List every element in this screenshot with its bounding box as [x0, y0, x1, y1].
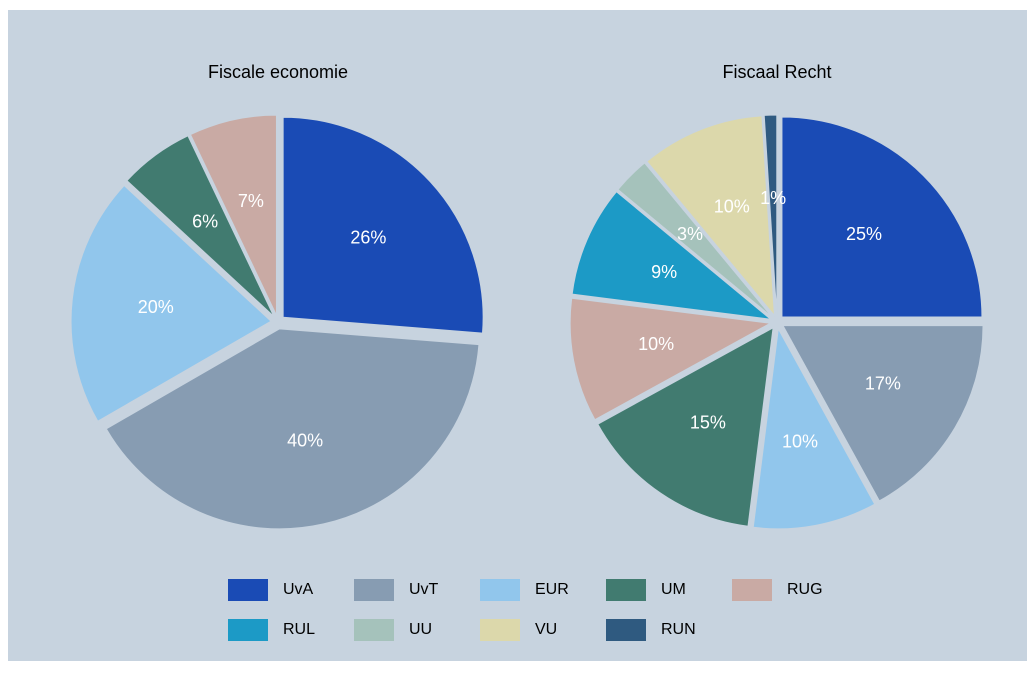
pie-slice	[189, 114, 277, 316]
legend-label: VU	[535, 621, 557, 638]
legend-swatch	[732, 579, 772, 601]
pie-slice	[105, 328, 480, 530]
pie-slice	[571, 191, 773, 320]
pie-slice	[126, 135, 275, 317]
pie-slice	[781, 116, 983, 318]
data-label: 26%	[350, 227, 386, 247]
legend-label: UvT	[409, 581, 439, 598]
legend-swatch	[228, 619, 268, 641]
legend-label: EUR	[535, 581, 569, 598]
legend-swatch	[228, 579, 268, 601]
legend-swatch	[606, 579, 646, 601]
pie-slice	[569, 297, 772, 421]
data-label: 10%	[714, 196, 750, 216]
legend-swatch	[354, 619, 394, 641]
data-label: 25%	[846, 224, 882, 244]
data-label: 20%	[138, 297, 174, 317]
legend-label: RUG	[787, 581, 823, 598]
data-label: 40%	[287, 431, 323, 451]
chart-title: Fiscale economie	[208, 62, 348, 82]
legend-label: UU	[409, 621, 432, 638]
legend-swatch	[480, 619, 520, 641]
data-label: 6%	[192, 212, 218, 232]
pie-slice	[752, 327, 876, 530]
data-label: 1%	[760, 188, 786, 208]
legend-swatch	[480, 579, 520, 601]
data-label: 9%	[651, 262, 677, 282]
pie-slice	[763, 114, 778, 316]
data-label: 3%	[677, 224, 703, 244]
legend-label: UM	[661, 581, 686, 598]
data-label: 17%	[865, 373, 901, 393]
data-label: 10%	[638, 334, 674, 354]
pie-slice	[597, 326, 774, 527]
legend-label: UvA	[283, 581, 314, 598]
pie-slice	[282, 116, 484, 334]
pie-slice	[782, 325, 984, 502]
legend-label: RUN	[661, 621, 696, 638]
pie-slice	[646, 115, 776, 317]
pie-slice	[70, 184, 272, 422]
data-label: 10%	[782, 432, 818, 452]
chart-title: Fiscaal Recht	[722, 62, 831, 82]
pie-slice	[617, 162, 773, 318]
legend-label: RUL	[283, 621, 315, 638]
legend-swatch	[606, 619, 646, 641]
data-label: 7%	[238, 191, 264, 211]
data-label: 15%	[690, 412, 726, 432]
legend-swatch	[354, 579, 394, 601]
